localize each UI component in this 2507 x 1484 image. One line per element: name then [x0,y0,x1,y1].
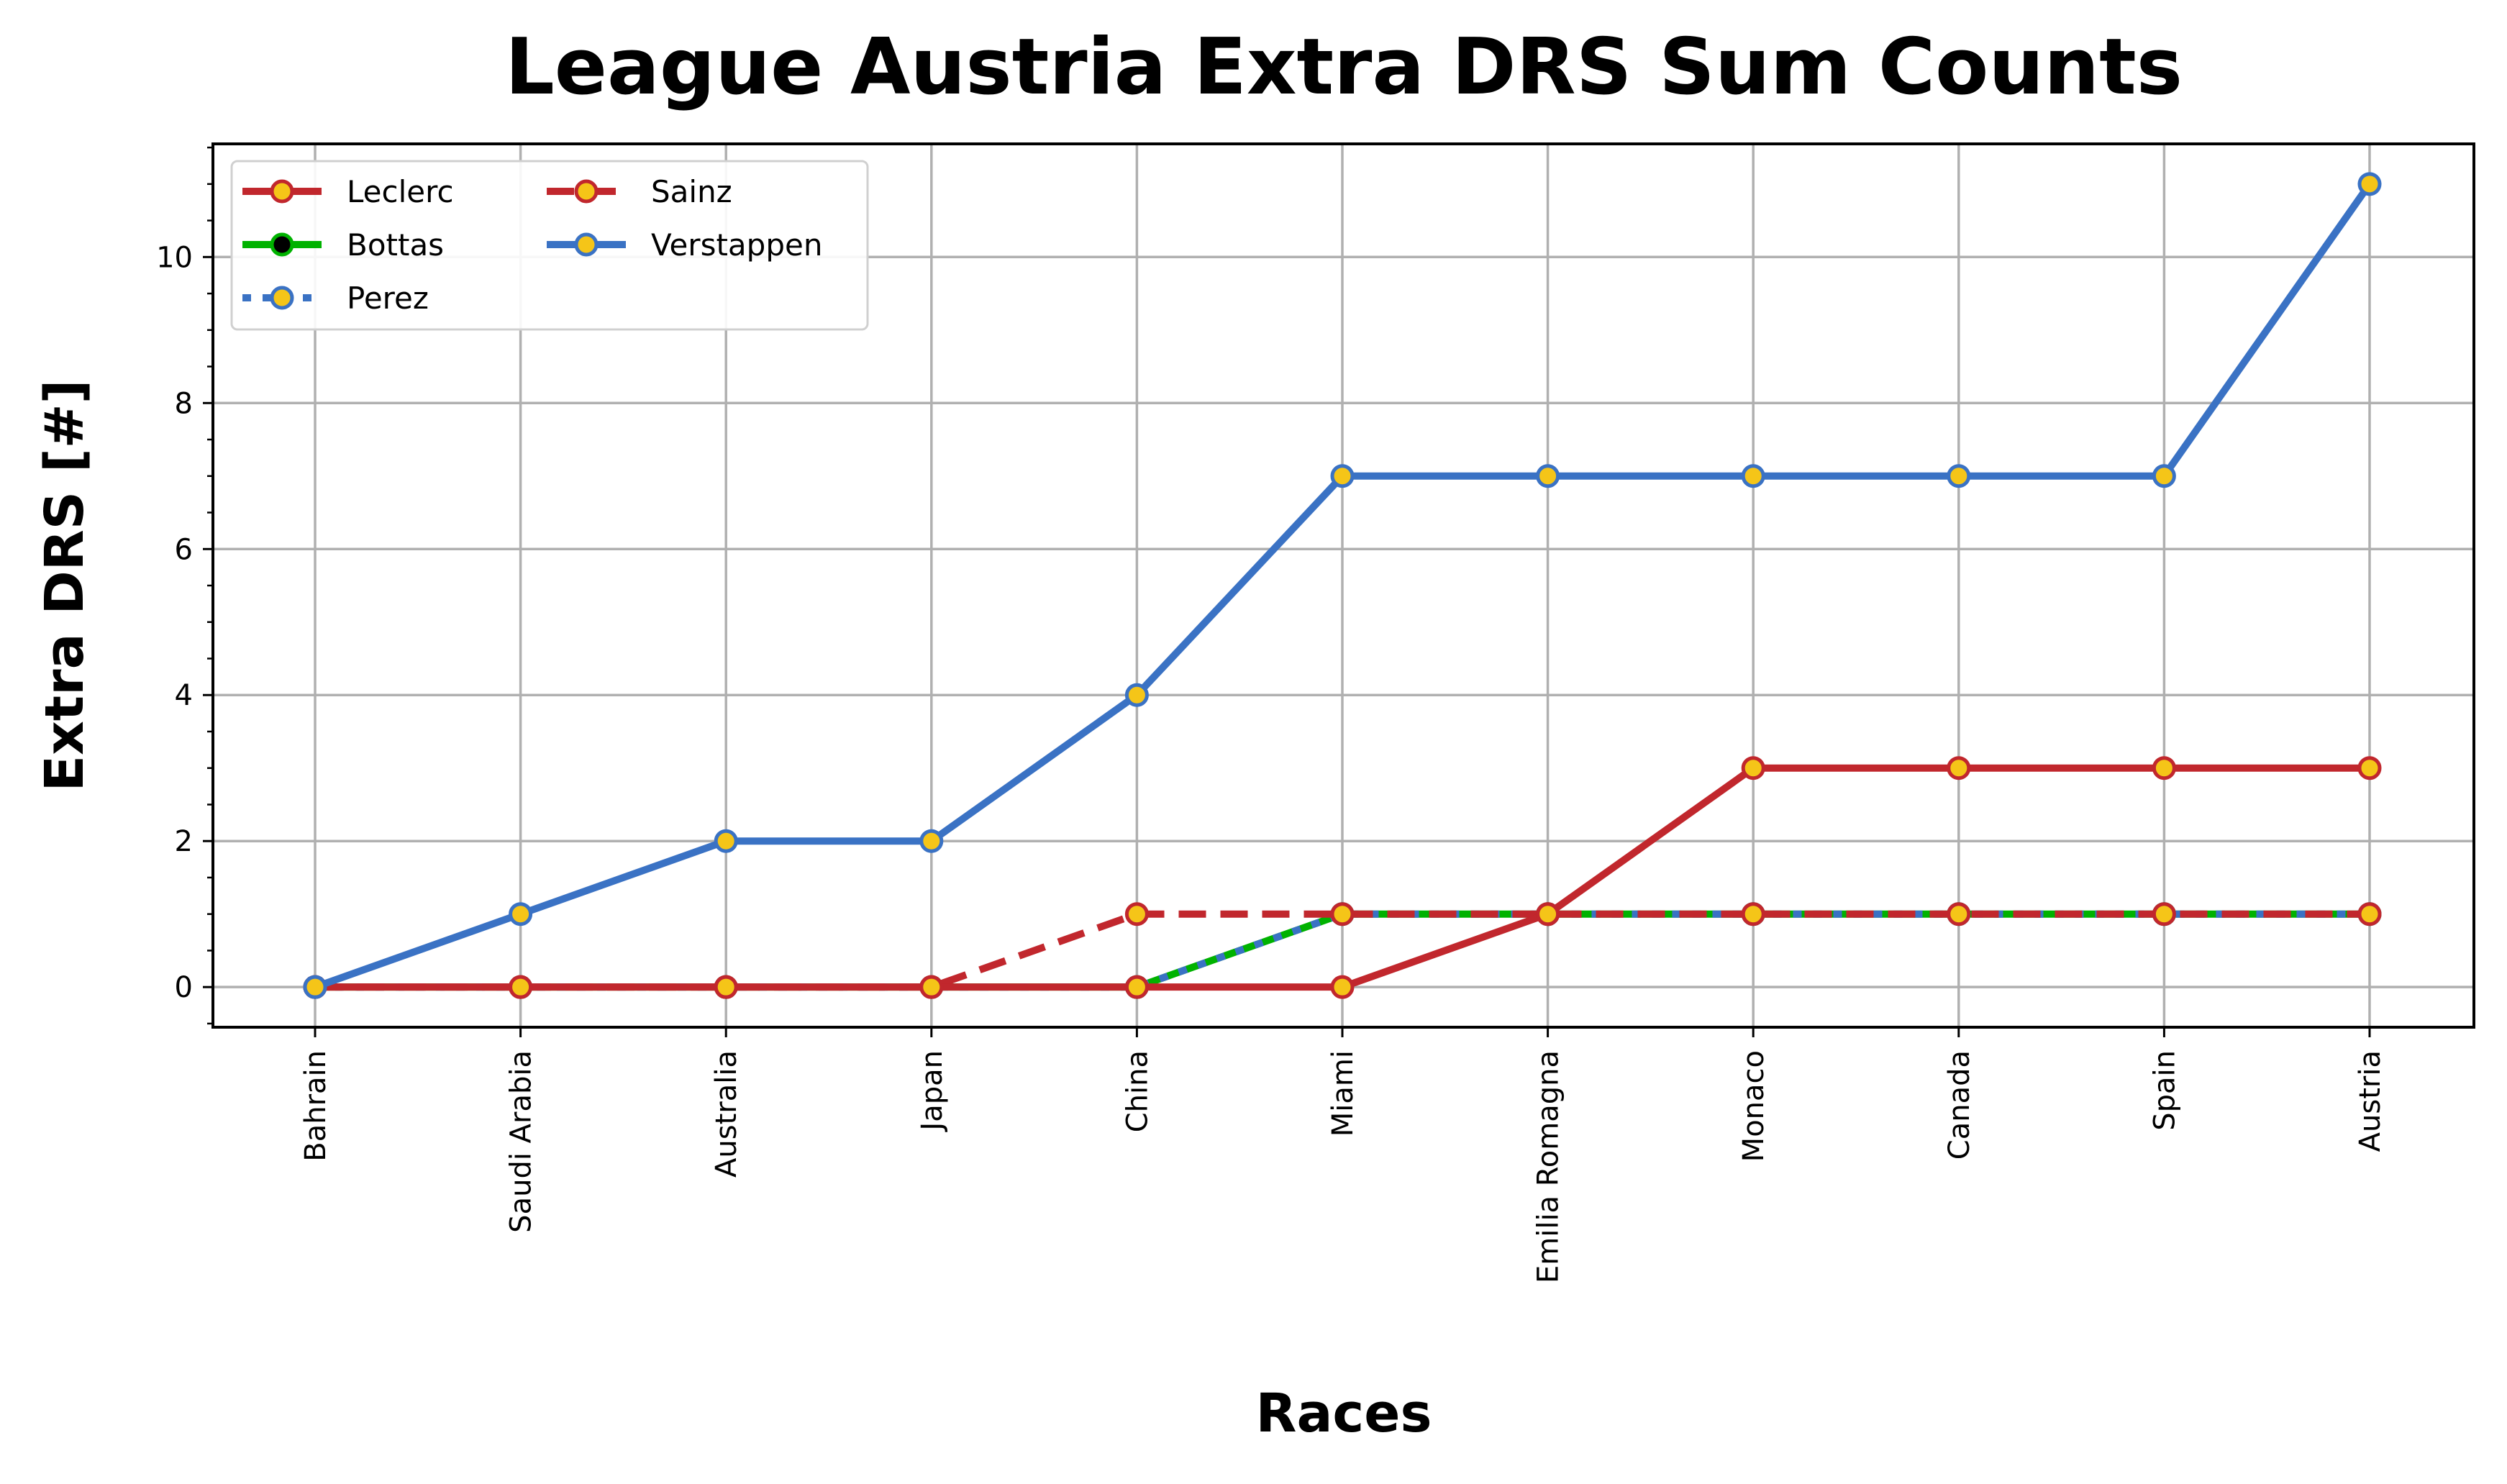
legend-label-perez: Perez [347,281,429,316]
y-tick-label: 6 [175,533,193,566]
legend-marker-bottas [270,232,294,257]
point-verstappen [919,829,944,853]
point-leclerc [1741,756,1765,780]
point-verstappen [1536,464,1560,488]
legend-label-sainz: Sainz [651,174,732,209]
plot-series [303,172,2382,999]
point-sainz [1124,902,1149,927]
point-verstappen [1741,464,1765,488]
point-leclerc [2357,756,2382,780]
y-axis-label: Extra DRS [#] [34,380,96,792]
point-leclerc [919,975,944,999]
point-leclerc [2152,756,2176,780]
point-verstappen [509,902,533,927]
point-verstappen [1330,464,1355,488]
point-sainz [2152,902,2176,927]
x-tick-label: Emilia Romagna [1532,1050,1565,1283]
point-sainz [1741,902,1765,927]
legend-marker-perez [270,286,294,310]
legend-label-leclerc: Leclerc [347,174,454,209]
x-tick-label: China [1121,1050,1154,1132]
point-sainz [1330,902,1355,927]
x-tick-label: Saudi Arabia [505,1050,538,1233]
point-leclerc [714,975,738,999]
axes: Bahrain Saudi Arabia Australia Japan China Mi… [156,146,2387,1283]
point-leclerc [1536,902,1560,927]
y-tick-label: 10 [156,241,193,274]
x-tick-label: Spain [2148,1050,2181,1131]
point-verstappen [2152,464,2176,488]
legend-label-bottas: Bottas [347,227,444,263]
x-tick-label: Japan [916,1050,949,1133]
x-tick-label: Bahrain [299,1050,332,1162]
point-leclerc [1124,975,1149,999]
chart-title: League Austria Extra DRS Sum Counts [505,22,2183,112]
point-verstappen [714,829,738,853]
y-tick-label: 4 [175,679,193,712]
x-tick-label: Austria [2354,1050,2387,1152]
point-verstappen [1124,683,1149,707]
legend: Leclerc Bottas Perez Sainz Verstappen [230,160,869,331]
x-tick-label: Miami [1327,1050,1360,1137]
legend-label-verstappen: Verstappen [651,227,822,263]
legend-marker-verstappen [574,232,599,257]
point-sainz [2357,902,2382,927]
point-sainz [1947,902,1971,927]
y-tick-label: 8 [175,387,193,420]
x-axis-label: Races [1255,1383,1432,1444]
legend-marker-sainz [574,179,599,204]
point-leclerc [509,975,533,999]
point-verstappen [303,975,327,999]
point-leclerc [1330,975,1355,999]
point-verstappen [1947,464,1971,488]
point-verstappen [2357,172,2382,196]
x-tick-label: Australia [710,1050,743,1178]
y-tick-label: 0 [175,971,193,1004]
x-tick-label: Monaco [1737,1050,1770,1162]
y-tick-label: 2 [175,825,193,858]
legend-marker-leclerc [270,179,294,204]
x-tick-label: Canada [1943,1050,1976,1160]
point-leclerc [1947,756,1971,780]
